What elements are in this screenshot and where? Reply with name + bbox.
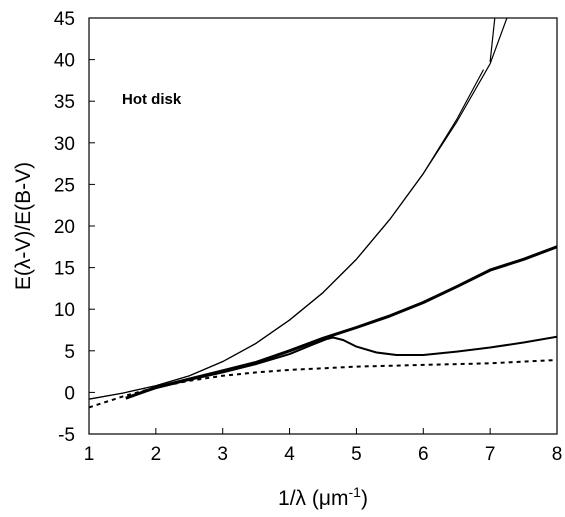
series-line-5 [125, 335, 557, 400]
y-tick-label: 10 [54, 300, 75, 321]
x-tick-label: 8 [552, 444, 563, 465]
series-line-6 [89, 359, 557, 409]
plot-frame [88, 17, 558, 435]
y-tick-label: 40 [54, 51, 75, 72]
series-group [89, 18, 557, 409]
y-axis-title: E(λ-V)/E(B-V) [12, 162, 35, 290]
x-tick-label: 5 [351, 444, 362, 465]
y-tick-label: 0 [64, 383, 75, 404]
x-tick-label: 4 [284, 444, 295, 465]
y-tick-label: 30 [54, 134, 75, 155]
plot-border [88, 17, 558, 435]
series-line-1 [89, 69, 485, 400]
x-axis-title-close: ) [361, 487, 368, 510]
x-tick-label: 6 [418, 444, 429, 465]
y-tick-label: 5 [64, 342, 75, 363]
x-tick-label: 7 [485, 444, 496, 465]
series-line-2 [89, 18, 508, 400]
x-axis-title-main: 1/λ (μm [278, 487, 348, 510]
y-tick-label: 15 [54, 259, 75, 280]
x-axis-title: 1/λ (μm-1) [278, 484, 368, 510]
x-tick-label: 1 [84, 444, 95, 465]
x-axis-title-superscript: -1 [348, 484, 361, 500]
y-tick-label: -5 [58, 425, 75, 446]
y-tick-label: 45 [54, 9, 75, 30]
series-line-3 [489, 18, 496, 63]
y-tick-label: 20 [54, 217, 75, 238]
y-tick-label: 35 [54, 92, 75, 113]
x-tick-label: 2 [151, 444, 162, 465]
hot-disk-annotation: Hot disk [122, 91, 182, 108]
y-tick-label: 25 [54, 175, 75, 196]
x-tick-label: 3 [217, 444, 228, 465]
